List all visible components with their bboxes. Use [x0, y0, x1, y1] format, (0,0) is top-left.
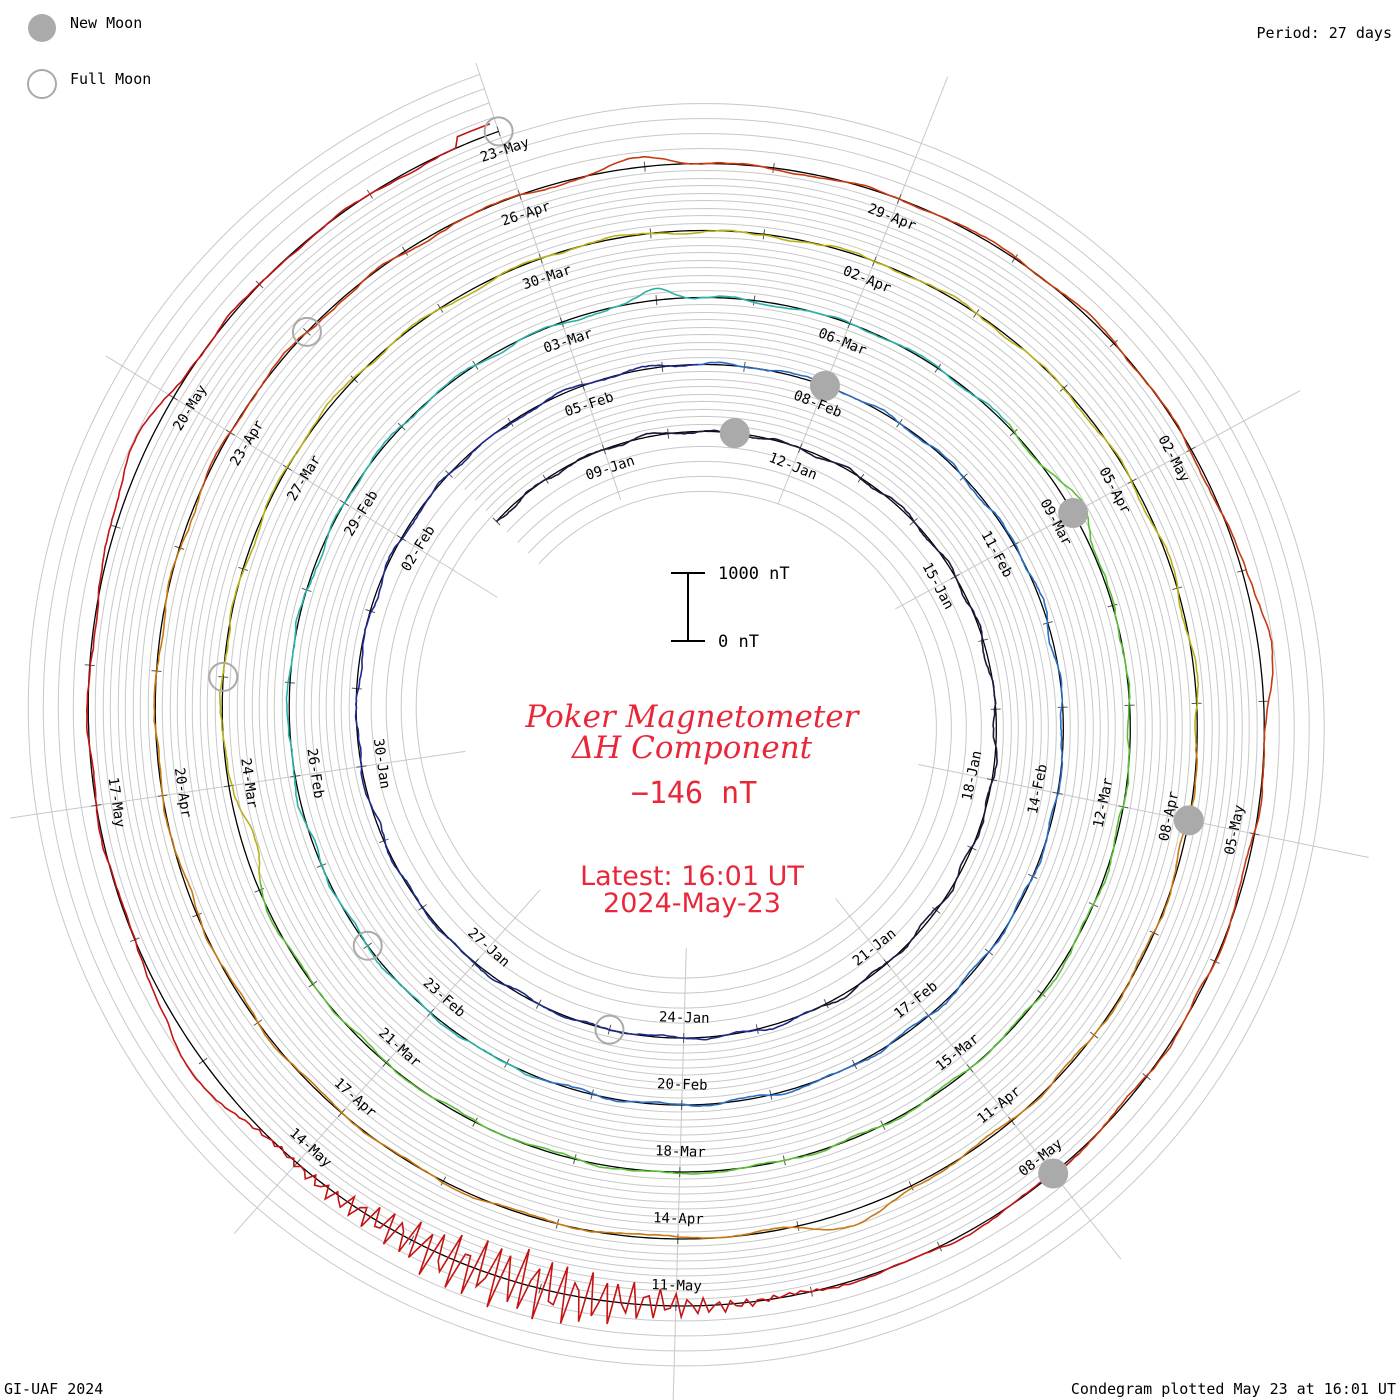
date-tick-label: 14-Feb — [1025, 763, 1051, 816]
grid-spiral — [27, 73, 1325, 1367]
new-moon-marker — [1058, 498, 1089, 529]
date-tick-label: 11-May — [651, 1277, 702, 1294]
date-tick-label: 24-Jan — [659, 1009, 710, 1026]
data-trace-segment — [285, 287, 1008, 1079]
date-tick-label: 11-Apr — [974, 1083, 1024, 1127]
current-value: −146 nT — [631, 776, 757, 811]
day-tick — [496, 126, 501, 137]
new-moon-marker — [809, 370, 840, 401]
latest-time: Latest: 16:01 UT — [580, 861, 804, 892]
new-moon-marker — [1038, 1158, 1069, 1189]
footer-credit: GI-UAF 2024 — [4, 1380, 103, 1398]
legend: New Moon Full Moon — [27, 14, 151, 99]
date-tick-label: 15-Jan — [919, 560, 957, 612]
date-tick-label: 17-Feb — [891, 978, 941, 1022]
footer-plot-time: Condegram plotted May 23 at 16:01 UT — [1071, 1380, 1396, 1398]
data-trace-segment — [85, 123, 1080, 1325]
data-trace-segment — [354, 363, 814, 1041]
date-tick-label: 18-Mar — [655, 1143, 706, 1160]
data-trace-segment — [202, 155, 1274, 1155]
full-moon-legend-label: Full Moon — [70, 70, 151, 88]
date-tick-label: 18-Jan — [959, 749, 985, 802]
date-tick-label: 15-Mar — [933, 1031, 983, 1075]
date-tick-label: 20-Apr — [171, 767, 194, 819]
radial-spoke — [672, 947, 687, 1400]
date-tick-label: 30-Jan — [370, 738, 393, 790]
scale-bar-top-label: 1000 nT — [718, 564, 790, 584]
full-moon-marker — [352, 930, 383, 961]
radial-spoke — [918, 764, 1369, 859]
full-moon-marker — [483, 116, 514, 147]
grid-spiral — [102, 145, 1250, 1292]
grid-spiral — [57, 102, 1295, 1337]
chart-title-line1: Poker Magnetometer — [525, 699, 861, 735]
date-tick-label: 26-Feb — [303, 747, 326, 799]
date-tick-label: 20-Feb — [657, 1076, 708, 1093]
data-trace-segment — [496, 429, 998, 1012]
full-moon-marker — [208, 661, 239, 692]
new-moon-marker — [719, 418, 750, 449]
data-trace-segment — [218, 229, 1200, 881]
full-moon-marker — [594, 1014, 625, 1045]
new-moon-marker — [1173, 805, 1204, 836]
date-tick-label: 27-Mar — [284, 453, 324, 504]
radial-spoke — [895, 390, 1301, 610]
date-tick-label: 17-Apr — [331, 1075, 379, 1121]
data-trace-segment — [153, 486, 1198, 1239]
grid-spiral — [117, 159, 1235, 1277]
new-moon-legend-label: New Moon — [70, 14, 142, 32]
date-tick-label: 02-Feb — [398, 523, 438, 574]
grid-spiral — [132, 173, 1220, 1262]
full-moon-marker — [291, 316, 322, 347]
scale-bar-bottom-label: 0 nT — [718, 632, 759, 652]
day-tick — [492, 517, 501, 526]
radial-spoke — [10, 750, 466, 819]
full-moon-legend-icon — [27, 69, 57, 99]
radial-spoke — [835, 898, 1122, 1260]
data-trace-segment — [536, 361, 1064, 1108]
date-tick-label: 14-Apr — [653, 1210, 704, 1227]
date-tick-label: 02-May — [1154, 433, 1192, 485]
date-tick-label: 21-Mar — [375, 1025, 423, 1071]
date-tick-label: 24-Mar — [237, 757, 260, 809]
moon-marker-layer — [208, 116, 1204, 1189]
latest-date: 2024-May-23 — [603, 888, 781, 919]
radial-spoke — [777, 76, 949, 505]
grid-spiral — [147, 187, 1205, 1247]
date-tick-label: 23-Feb — [420, 975, 468, 1021]
date-tick-label: 17-May — [105, 776, 128, 828]
grid-spiral — [72, 116, 1280, 1322]
date-tick-label: 23-Apr — [227, 417, 267, 468]
data-trace-segment — [259, 421, 1131, 1175]
date-tick-label: 20-May — [170, 382, 210, 433]
date-tick-label: 27-Jan — [464, 925, 512, 971]
date-tick-label: 29-Feb — [341, 488, 381, 539]
period-label: Period: 27 days — [1257, 24, 1392, 42]
new-moon-legend-icon — [28, 14, 56, 42]
grid-spiral — [42, 88, 1310, 1352]
date-tick-label: 21-Jan — [850, 926, 900, 970]
chart-title-line2: ΔH Component — [571, 730, 813, 766]
data-trace-layer — [85, 123, 1274, 1325]
scale-bar: 1000 nT 0 nT — [671, 564, 790, 652]
